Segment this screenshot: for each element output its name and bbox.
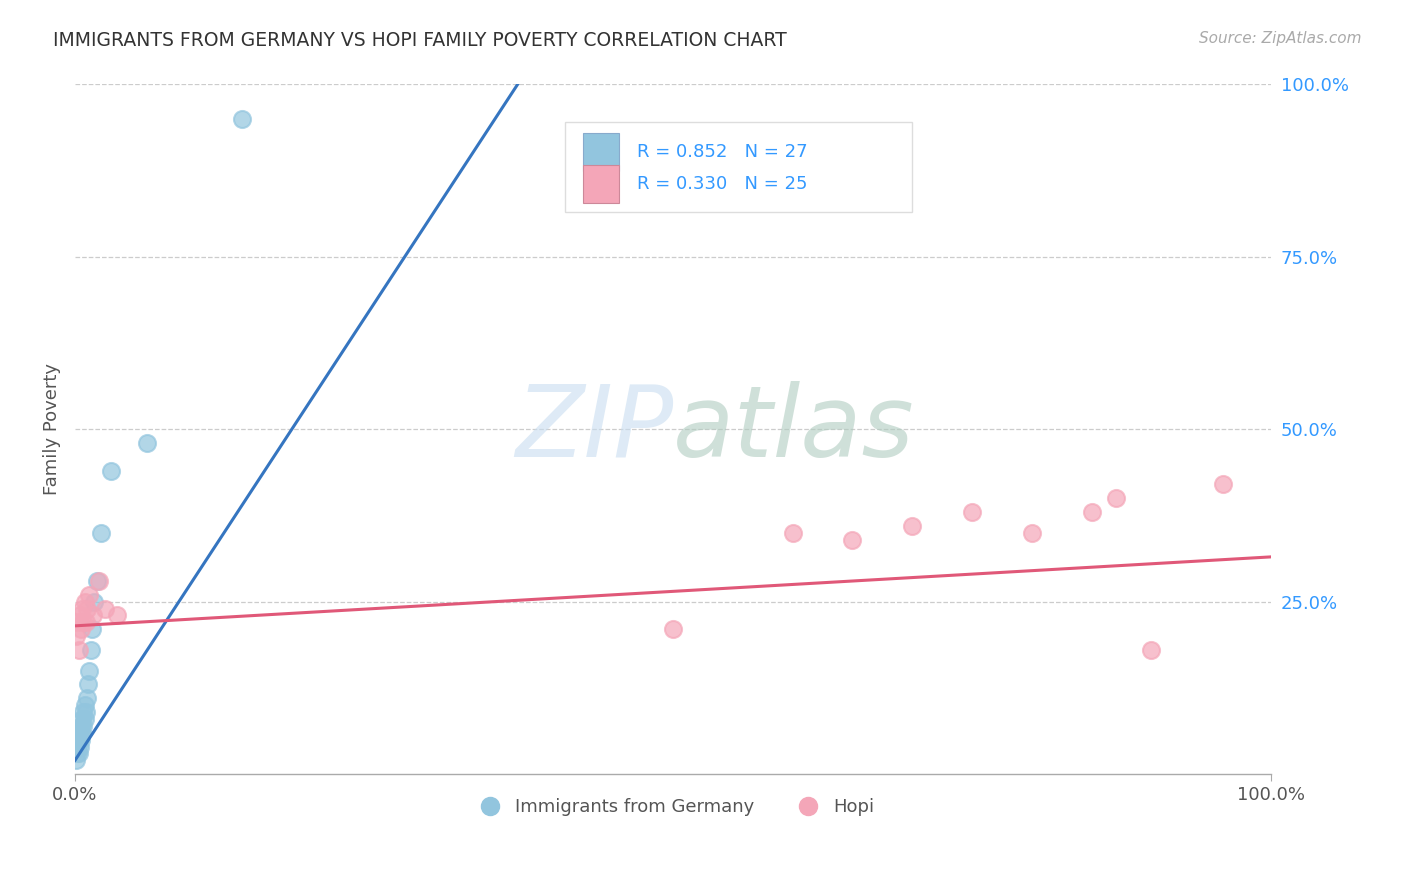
Bar (583, 165, 619, 203)
Point (70, 712, 93, 726)
Point (72, 719, 94, 733)
Point (70, 601, 93, 615)
Point (73, 595, 96, 609)
Point (76, 601, 98, 615)
Point (77, 677, 100, 691)
Point (1104, 491, 1126, 506)
Point (66, 739, 89, 754)
Point (67, 732, 90, 747)
Legend: Immigrants from Germany, Hopi: Immigrants from Germany, Hopi (464, 791, 882, 823)
Point (72, 615, 94, 630)
Point (231, 112, 253, 126)
Text: R = 0.852   N = 27: R = 0.852 N = 27 (637, 143, 808, 161)
Point (94, 601, 117, 615)
Point (67, 643, 90, 657)
Point (70, 725, 93, 739)
Point (82, 608, 104, 623)
Point (90, 525, 112, 540)
Text: atlas: atlas (673, 381, 915, 478)
Point (70, 622, 93, 636)
Point (66, 747, 89, 761)
Point (87, 574, 110, 588)
Point (135, 436, 157, 450)
Point (105, 608, 128, 623)
Point (70, 732, 93, 747)
Point (662, 622, 685, 636)
Point (75, 705, 97, 719)
Point (79, 664, 101, 678)
Point (65, 629, 87, 643)
Point (1140, 643, 1163, 657)
Y-axis label: Family Poverty: Family Poverty (44, 363, 60, 495)
Point (960, 505, 983, 519)
Point (83, 595, 105, 609)
Point (100, 464, 122, 478)
Point (72, 705, 94, 719)
Point (73, 698, 96, 713)
Point (79, 643, 101, 657)
Point (67, 747, 90, 761)
Point (1021, 525, 1043, 540)
Text: IMMIGRANTS FROM GERMANY VS HOPI FAMILY POVERTY CORRELATION CHART: IMMIGRANTS FROM GERMANY VS HOPI FAMILY P… (53, 31, 787, 50)
Point (76, 691, 98, 706)
Point (79, 588, 101, 602)
Point (1212, 477, 1234, 491)
Point (69, 739, 91, 754)
Point (65, 753, 87, 767)
Point (70, 719, 93, 733)
Text: ZIP: ZIP (515, 381, 673, 478)
FancyBboxPatch shape (565, 122, 912, 212)
Text: R = 0.330   N = 25: R = 0.330 N = 25 (637, 175, 807, 193)
Point (80, 622, 103, 636)
Point (75, 615, 97, 630)
Bar (583, 133, 619, 170)
Point (69, 725, 91, 739)
Point (69, 608, 91, 623)
Point (901, 519, 924, 533)
Point (841, 533, 863, 547)
Text: Source: ZipAtlas.com: Source: ZipAtlas.com (1198, 31, 1361, 46)
Point (86, 574, 108, 588)
Point (1080, 505, 1102, 519)
Point (73, 712, 96, 726)
Point (66, 615, 89, 630)
Point (782, 525, 804, 540)
